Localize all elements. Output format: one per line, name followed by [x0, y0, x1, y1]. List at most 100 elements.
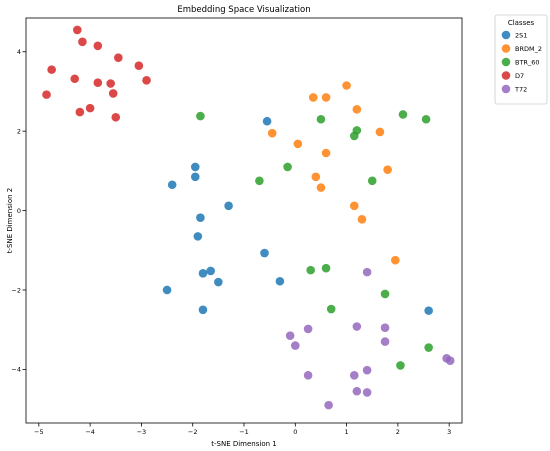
- data-point-t72: [324, 400, 333, 410]
- data-point-t72: [352, 386, 362, 396]
- data-point-brdm-2: [349, 201, 359, 211]
- chart-title: Embedding Space Visualization: [177, 5, 310, 15]
- x-tick-label: −5: [34, 428, 44, 436]
- data-point-d7: [72, 25, 82, 35]
- data-point-2s1: [198, 269, 208, 278]
- legend-title: Classes: [508, 19, 535, 27]
- data-point-btr-60: [421, 114, 431, 124]
- x-tick-label: −2: [188, 428, 198, 436]
- data-point-t72: [445, 356, 455, 365]
- data-point-2s1: [196, 213, 205, 223]
- data-point-t72: [303, 324, 313, 334]
- data-point-btr-60: [326, 304, 336, 314]
- x-tick-label: −1: [239, 428, 249, 436]
- legend-marker-btr-60: [501, 57, 511, 67]
- data-point-2s1: [167, 180, 177, 190]
- x-tick-label: 0: [293, 428, 297, 436]
- data-point-2s1: [162, 285, 172, 295]
- data-point-btr-60: [255, 176, 264, 186]
- data-point-d7: [93, 78, 103, 88]
- data-point-2s1: [214, 277, 223, 287]
- data-point-d7: [85, 103, 95, 113]
- data-point-d7: [75, 107, 85, 117]
- data-point-d7: [93, 41, 103, 51]
- data-point-d7: [114, 53, 123, 63]
- legend-items: 2S1 BRDM_2 BTR_60 D7 T72: [501, 30, 542, 94]
- x-axis-label: t-SNE Dimension 1: [211, 440, 277, 448]
- x-tick-label: 3: [447, 428, 451, 436]
- data-point-btr-60: [398, 110, 408, 119]
- data-point-t72: [352, 322, 362, 331]
- data-points: [42, 25, 455, 410]
- y-tick-label: −2: [11, 286, 21, 294]
- data-point-t72: [303, 371, 313, 380]
- x-tick-label: 2: [396, 428, 400, 436]
- data-point-2s1: [262, 116, 272, 126]
- data-point-btr-60: [321, 263, 331, 273]
- plot-area: −5 −4 −3 −2 −1 0 1 2 3 −4 −2 0 2 4: [11, 17, 463, 436]
- data-point-2s1: [224, 201, 233, 211]
- data-point-btr-60: [349, 131, 359, 141]
- data-point-t72: [380, 337, 390, 346]
- data-point-brdm-2: [357, 215, 367, 224]
- data-point-t72: [285, 331, 295, 340]
- data-point-d7: [134, 61, 144, 70]
- data-point-brdm-2: [391, 255, 400, 265]
- data-point-btr-60: [196, 111, 205, 121]
- data-point-t72: [290, 341, 300, 350]
- data-point-btr-60: [424, 343, 433, 352]
- data-point-btr-60: [283, 162, 292, 172]
- legend-marker-t72: [501, 84, 511, 94]
- data-point-d7: [142, 76, 151, 85]
- data-point-2s1: [424, 306, 433, 315]
- legend-marker-2s1: [501, 30, 511, 40]
- data-point-brdm-2: [316, 183, 326, 192]
- data-point-btr-60: [396, 361, 405, 370]
- data-point-t72: [362, 388, 372, 397]
- data-point-d7: [42, 90, 51, 99]
- legend-label-2s1: 2S1: [515, 31, 527, 39]
- data-point-brdm-2: [321, 93, 331, 102]
- legend: Classes 2S1 BRDM_2 BTR_60 D7 T72: [494, 14, 548, 105]
- y-tick-label: −4: [11, 366, 21, 374]
- data-point-d7: [108, 89, 118, 98]
- data-point-brdm-2: [308, 93, 318, 102]
- x-axis-ticks: −5 −4 −3 −2 −1 0 1 2 3: [34, 423, 451, 436]
- legend-label-btr-60: BTR_60: [515, 58, 539, 66]
- data-point-d7: [70, 74, 80, 84]
- x-tick-label: −3: [137, 428, 147, 436]
- y-axis-label: t-SNE Dimension 2: [6, 188, 14, 254]
- legend-label-brdm-2: BRDM_2: [515, 45, 542, 53]
- data-point-brdm-2: [375, 127, 385, 137]
- legend-label-d7: D7: [515, 72, 524, 80]
- x-tick-label: −4: [85, 428, 95, 436]
- data-point-btr-60: [380, 289, 390, 299]
- data-point-d7: [78, 37, 87, 47]
- data-point-d7: [111, 112, 121, 122]
- data-point-brdm-2: [293, 139, 303, 149]
- data-point-btr-60: [316, 114, 326, 124]
- data-point-btr-60: [367, 176, 377, 186]
- data-point-t72: [380, 323, 390, 333]
- x-tick-label: 1: [345, 428, 349, 436]
- data-point-brdm-2: [321, 148, 331, 158]
- data-point-2s1: [193, 232, 203, 241]
- data-point-brdm-2: [311, 172, 321, 182]
- y-tick-label: 4: [17, 48, 21, 56]
- data-point-t72: [362, 365, 372, 375]
- data-point-btr-60: [306, 265, 315, 275]
- y-axis-ticks: −4 −2 0 2 4: [11, 48, 26, 374]
- legend-marker-brdm-2: [501, 44, 511, 53]
- y-tick-label: 2: [17, 127, 21, 135]
- data-point-2s1: [206, 266, 215, 276]
- data-point-t72: [349, 371, 359, 380]
- data-point-d7: [106, 79, 115, 88]
- data-point-2s1: [275, 276, 285, 286]
- data-point-brdm-2: [342, 81, 351, 90]
- data-point-2s1: [260, 248, 269, 258]
- data-point-2s1: [190, 162, 200, 172]
- data-point-t72: [362, 267, 372, 277]
